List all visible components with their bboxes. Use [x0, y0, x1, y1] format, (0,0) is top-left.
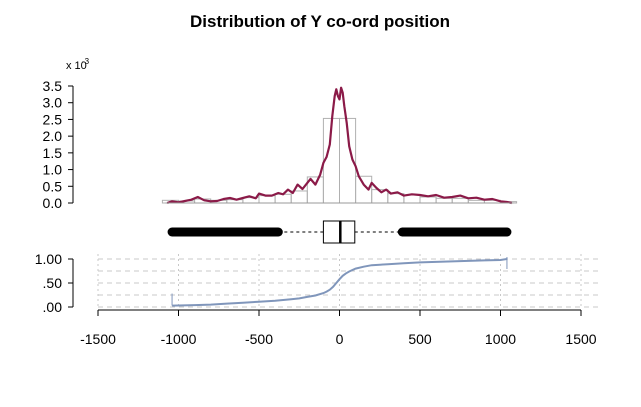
x-tick-label-2: -500	[245, 331, 273, 347]
ecdf-y-tick-label-1: .50	[43, 275, 63, 291]
density-curve	[166, 86, 513, 205]
chart-title: Distribution of Y co-ord position	[190, 12, 450, 31]
histogram-bar-7	[274, 193, 292, 204]
ecdf-y-tick-label-2: 1.00	[35, 251, 62, 267]
histogram	[161, 117, 518, 204]
boxplot-panel	[167, 220, 512, 244]
density-y-tick-label-6: 3.0	[43, 95, 63, 111]
histogram-bar-18	[451, 197, 469, 204]
density-y-tick-label-5: 2.5	[43, 111, 63, 127]
density-scale-label: x 10	[66, 60, 87, 72]
x-tick-label-0: -1500	[80, 331, 116, 347]
histogram-bar-17	[435, 197, 453, 204]
x-tick-label-3: 0	[336, 331, 344, 347]
density-y-tick-label-1: 0.5	[43, 178, 63, 194]
density-y-tick-label-0: 0.0	[43, 195, 63, 211]
density-y-tick-label-2: 1.0	[43, 162, 63, 178]
ecdf-y-tick-label-0: .00	[43, 299, 63, 315]
density-y-tick-label-4: 2.0	[43, 128, 63, 144]
density-y-axis: 0.00.51.01.52.02.53.03.5	[43, 78, 74, 211]
density-y-tick-label-7: 3.5	[43, 78, 63, 94]
histogram-bar-6	[258, 195, 276, 204]
x-axis: -1500 -1000 -500 0 500 1000 1500	[80, 309, 597, 347]
density-panel: x 10 -3 0.00.51.01.52.02.53.03.5	[43, 57, 518, 211]
density-y-tick-label-3: 1.5	[43, 145, 63, 161]
ecdf-panel: .00 .50 1.00	[35, 251, 600, 315]
x-tick-label-1: -1000	[161, 331, 197, 347]
x-tick-label-6: 1500	[565, 331, 596, 347]
x-tick-label-4: 500	[408, 331, 432, 347]
x-tick-label-5: 1000	[485, 331, 516, 347]
density-scale-exponent: -3	[82, 57, 90, 66]
ecdf-grid	[97, 254, 600, 308]
histogram-bar-16	[419, 196, 437, 204]
ecdf-curve	[172, 258, 508, 307]
ecdf-y-axis: .00 .50 1.00	[35, 251, 74, 315]
